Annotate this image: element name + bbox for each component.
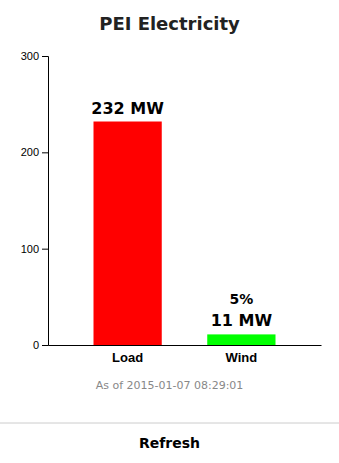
x-tick-label: Load: [112, 350, 143, 365]
y-tick-label: 100: [21, 243, 39, 255]
data-label: 11 MW: [211, 311, 273, 330]
y-tick-label: 200: [21, 146, 39, 158]
y-tick-label: 0: [33, 339, 39, 351]
y-axis: 0 100 200 300: [21, 50, 49, 351]
y-axis-line: [42, 57, 49, 346]
x-axis-line: [49, 345, 322, 346]
y-tick: 0: [33, 339, 48, 351]
refresh-button[interactable]: Refresh: [139, 435, 200, 451]
y-tick-mark: [42, 249, 48, 250]
x-tick: Wind: [226, 350, 258, 365]
y-tick: 200: [21, 146, 48, 158]
separator: [0, 423, 339, 424]
x-axis: Load Wind: [49, 346, 322, 366]
data-labels: 232 MW 11 MW 5%: [91, 99, 272, 331]
bars: [94, 122, 276, 345]
y-tick-mark: [42, 56, 48, 57]
bar: [207, 334, 275, 345]
annotation: 5%: [229, 291, 253, 307]
x-tick: Load: [112, 350, 143, 365]
plot: 0 100 200 300 Load Wind 232 MW 11 MW 5%: [21, 50, 322, 365]
y-tick-label: 300: [21, 50, 39, 62]
data-label: 232 MW: [91, 99, 164, 118]
y-tick: 300: [21, 50, 48, 62]
x-tick-label: Wind: [226, 350, 258, 365]
subtitle: As of 2015-01-07 08:29:01: [96, 379, 244, 392]
title: PEI Electricity: [99, 13, 240, 34]
chart: PEI Electricity 0 100 200 300 Load Wind 232 MW 1…: [0, 0, 339, 463]
y-tick: 100: [21, 243, 48, 255]
bar: [94, 122, 162, 345]
y-tick-mark: [42, 345, 48, 346]
y-tick-mark: [42, 152, 48, 153]
